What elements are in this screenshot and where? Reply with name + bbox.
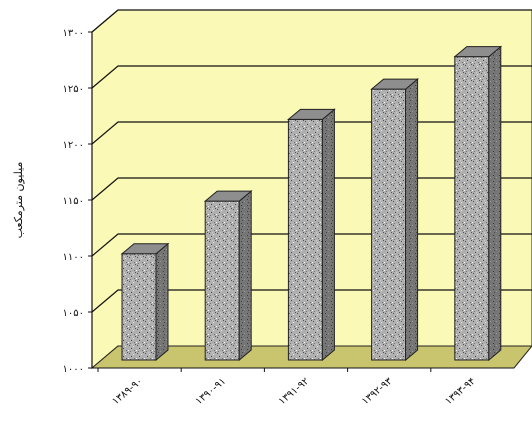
bar-side: [155, 242, 169, 362]
y-tick-label: ۱۰۰۰: [63, 364, 84, 375]
bar-side: [238, 190, 252, 362]
y-tick-label: ۱۰۵۰: [63, 308, 84, 319]
y-tick-label: ۱۲۵۰: [63, 84, 84, 95]
bar-side: [321, 108, 335, 362]
bar-top: [287, 108, 336, 120]
bar: [370, 78, 419, 362]
bar: [120, 242, 170, 362]
gridline: [91, 9, 532, 33]
bar-front: [121, 253, 157, 361]
bars: [120, 45, 503, 362]
bar-front: [371, 88, 407, 361]
bar: [287, 108, 336, 362]
x-tick-label: ۱۳۹۱-۹۲: [277, 376, 312, 407]
bar-front: [287, 118, 323, 361]
y-tick-label: ۱۲۰۰: [63, 140, 84, 151]
bar-top: [453, 46, 503, 58]
bar-front: [204, 200, 240, 361]
y-tick-label: ۱۱۰۰: [63, 252, 84, 263]
y-tick-label: ۱۱۵۰: [63, 196, 84, 207]
bar-side: [488, 45, 502, 362]
y-axis-title: میلیون مترمکعب: [12, 162, 25, 239]
bar-top: [120, 243, 170, 255]
x-tick-label: ۱۳۸۹-۹۰: [110, 376, 145, 407]
bar-top: [370, 78, 419, 90]
gridline: [91, 65, 532, 89]
x-tick-label: ۱۳۹۲-۹۳: [360, 375, 395, 407]
bar-front: [454, 56, 490, 361]
y-tick-labels: ۱۰۰۰ ۱۰۵۰ ۱۱۰۰ ۱۱۵۰ ۱۲۰۰ ۱۲۵۰ ۱۳۰۰: [63, 28, 84, 375]
bar-side: [405, 78, 419, 362]
x-tick-labels: ۱۳۸۹-۹۰ ۱۳۹۰-۹۱ ۱۳۹۱-۹۲ ۱۳۹۲-۹۳ ۱۳۹۳-۹۴: [110, 375, 477, 407]
bar: [453, 45, 503, 362]
x-tick-label: ۱۳۹۰-۹۱: [194, 376, 229, 407]
bar: [203, 190, 253, 362]
x-tick-label: ۱۳۹۳-۹۴: [443, 376, 478, 407]
y-tick-label: ۱۳۰۰: [63, 28, 84, 39]
bar-top: [203, 190, 253, 202]
y-axis: [88, 31, 514, 372]
